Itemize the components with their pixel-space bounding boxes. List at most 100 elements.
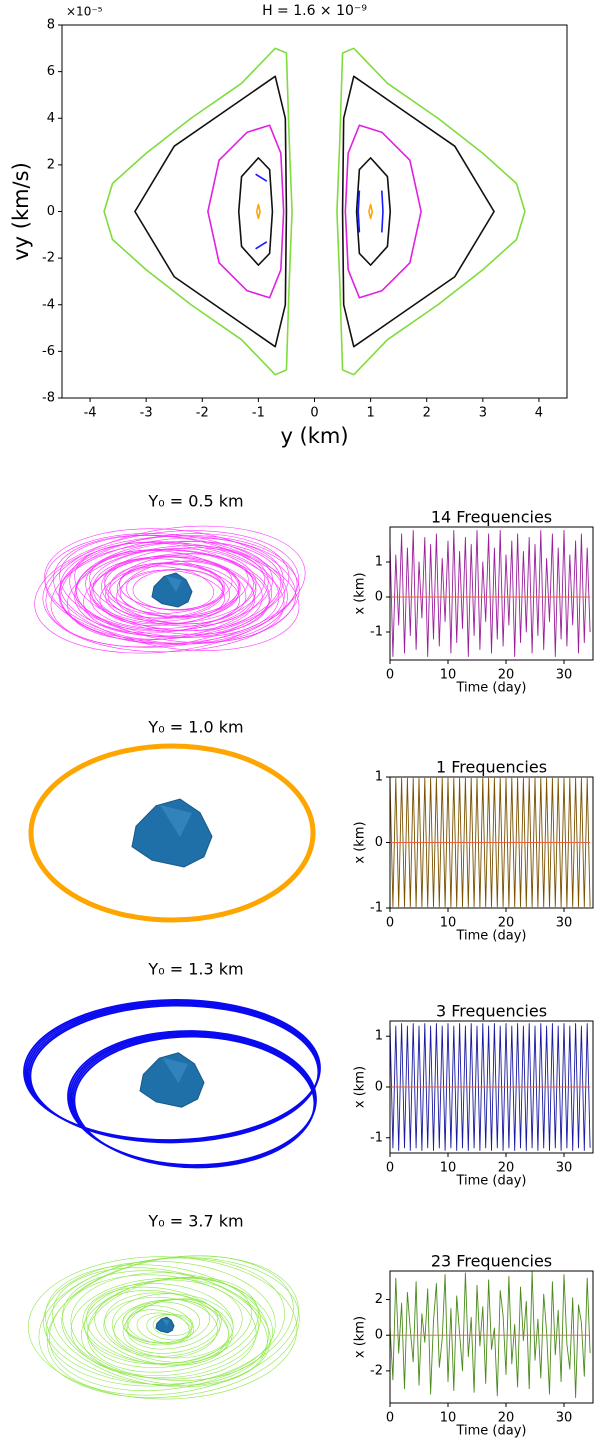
series-line [336, 47, 526, 376]
orbit-ring [115, 568, 225, 619]
y-tick-label: -2 [370, 1363, 383, 1378]
panel-title: Y₀ = 1.3 km [147, 960, 243, 979]
orbit-ring [83, 553, 254, 634]
panel-title: Y₀ = 0.5 km [147, 492, 243, 511]
y-tick-label: 1 [375, 555, 383, 570]
y-tick-label: 1 [375, 1029, 383, 1044]
series-line [237, 157, 274, 266]
x-tick-label: 30 [556, 668, 573, 683]
x-tick-label: 0 [310, 406, 318, 421]
series-line [355, 157, 392, 266]
x-axis-label: Time (day) [455, 929, 526, 944]
y-tick-label: 0 [375, 590, 383, 605]
orbit-ring [74, 541, 282, 637]
x-axis-label: Time (day) [455, 1424, 526, 1439]
orbit-ring [75, 549, 257, 631]
orbit-ring [45, 525, 306, 648]
series-line [368, 203, 374, 220]
x-tick-label: 0 [386, 668, 394, 683]
chart-title: 14 Frequencies [431, 508, 552, 527]
chart-title: 23 Frequencies [431, 1252, 552, 1271]
asteroid [139, 1052, 205, 1108]
y-axis-label: x (km) [353, 1316, 368, 1358]
series-group [390, 1271, 591, 1399]
orbit-ring [122, 1299, 222, 1354]
orbit-ring [126, 1298, 219, 1350]
y-tick-label: 6 [47, 64, 55, 79]
series-line [357, 190, 384, 233]
orbit-ring [62, 1270, 271, 1386]
series-group [103, 47, 526, 376]
y-tick-label: -2 [42, 251, 55, 266]
series-line [255, 173, 268, 250]
x-tick-label: 0 [386, 1161, 394, 1176]
y-axis-label: x (km) [353, 1066, 368, 1108]
orbit-ring [66, 545, 269, 641]
asteroid-shade [162, 1318, 170, 1326]
x-axis-label: Time (day) [455, 681, 526, 696]
orbit-ring [53, 534, 300, 651]
series-group [390, 1023, 591, 1151]
orbit-ring [38, 1257, 300, 1398]
series-line [255, 203, 261, 220]
orbit-ring [136, 1312, 192, 1344]
x-tick-label: 20 [498, 1161, 515, 1176]
x-tick-label: 0 [386, 1411, 394, 1426]
asteroid [155, 1316, 175, 1334]
orbit-ring [43, 1261, 276, 1385]
series-line [103, 47, 293, 376]
y-tick-label: 0 [375, 1080, 383, 1095]
x-tick-label: 20 [498, 1411, 515, 1426]
y-axis-label: x (km) [353, 821, 368, 863]
orbit-ring [34, 530, 300, 654]
asteroid-shade [166, 576, 182, 592]
y-axis-label: x (km) [353, 572, 368, 614]
orbit-ring [103, 1296, 218, 1359]
x-tick-label: -1 [252, 406, 265, 421]
plot: -4 -3 -2 -1 0 1 2 3 4 -8 -6 -4 -2 0 2 4 6 8 H = 1.6 × 10⁻⁹… [9, 3, 568, 448]
x-tick-label: 10 [440, 668, 457, 683]
x-tick-label: -3 [140, 406, 153, 421]
plot: 0 10 20 30 -1 0 1 3 Frequencies Time (day) x (km) [353, 1002, 594, 1189]
orbit-ring [69, 541, 285, 643]
y-tick-label: -6 [42, 344, 55, 359]
series-line [344, 124, 422, 299]
plot: 0 10 20 30 -2 0 2 23 Frequencies Time (day) x (km… [353, 1252, 594, 1439]
orbit-ring [104, 558, 231, 618]
x-tick-label: 30 [556, 1161, 573, 1176]
x-tick-label: 1 [366, 406, 374, 421]
orbit-ring [29, 1004, 320, 1144]
orbit-ring [89, 547, 265, 630]
orbit-ring [120, 560, 233, 614]
orbit-ring [105, 553, 249, 622]
orbit-ring [60, 533, 290, 640]
orbit-ring [119, 562, 224, 610]
x-tick-label: 30 [556, 1411, 573, 1426]
orbit-ring [113, 1299, 221, 1357]
y-tick-label: 0 [375, 1328, 383, 1343]
y-tick-label: 8 [47, 18, 55, 33]
y-offset-label: ×10⁻⁵ [66, 5, 103, 19]
series-line [341, 75, 495, 348]
orbit-ring [89, 550, 247, 625]
x-axis-label: Time (day) [455, 1174, 526, 1189]
y-tick-label: 4 [47, 111, 55, 126]
orbit-ring [91, 556, 241, 625]
x-tick-label: 10 [440, 1411, 457, 1426]
orbit-ring [107, 564, 225, 619]
asteroid-shade [162, 1057, 188, 1084]
orbit-ring [87, 1277, 253, 1368]
orbit-panel: Y₀ = 3.7 km [28, 1212, 300, 1400]
x-tick-label: 10 [440, 916, 457, 931]
orbit-ring [126, 569, 225, 617]
orbit-ring [28, 1256, 298, 1400]
x-tick-label: 10 [440, 1161, 457, 1176]
chart-title: 1 Frequencies [436, 758, 547, 777]
series-line [207, 124, 285, 299]
x-tick-label: 20 [498, 916, 515, 931]
y-tick-label: 1 [375, 770, 383, 785]
chart-title: 3 Frequencies [436, 1002, 547, 1021]
orbit-panel: Y₀ = 1.3 km [23, 960, 321, 1169]
y-tick-label: 2 [47, 157, 55, 172]
